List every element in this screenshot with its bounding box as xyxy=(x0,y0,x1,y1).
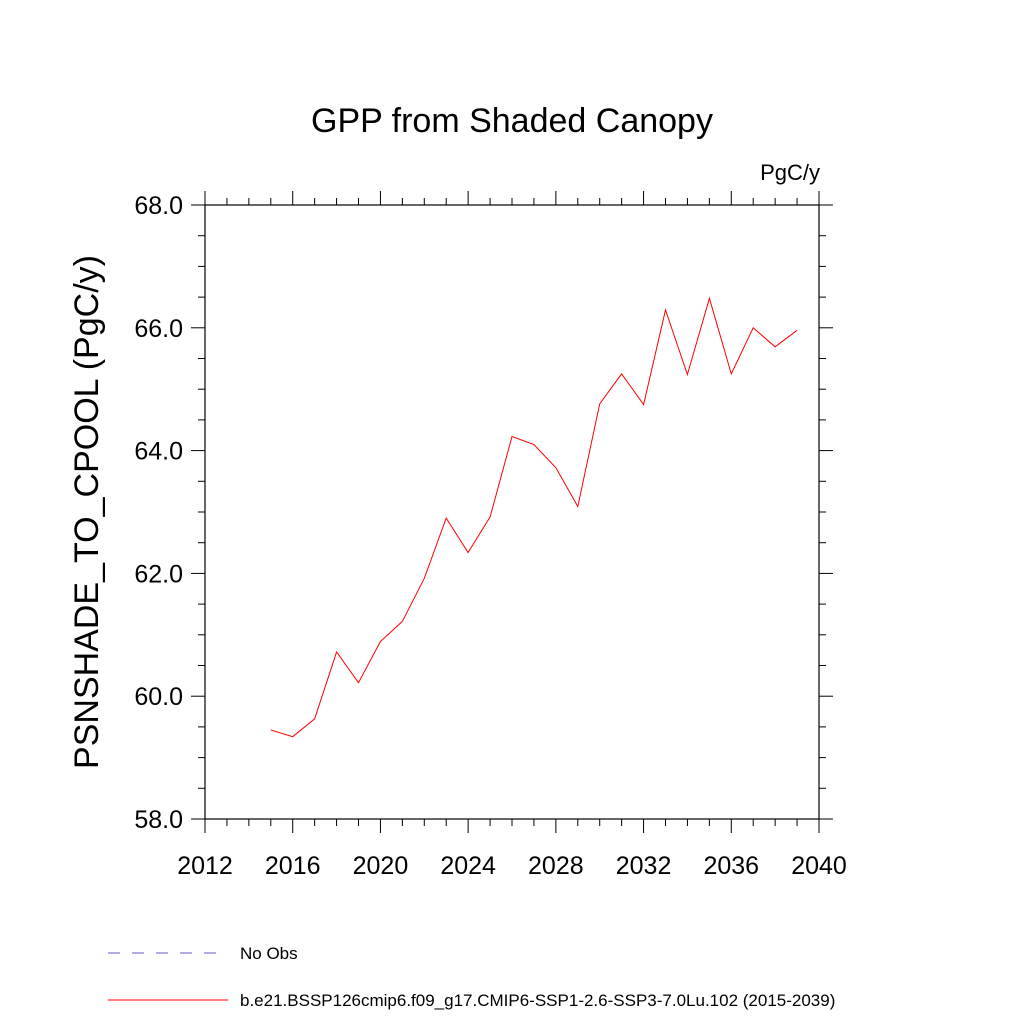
legend-label-series: b.e21.BSSP126cmip6.f09_g17.CMIP6-SSP1-2.… xyxy=(240,991,835,1010)
units-label: PgC/y xyxy=(760,160,820,185)
axis-ticks xyxy=(191,191,833,833)
plot-frame xyxy=(204,204,820,820)
y-tick-label: 68.0 xyxy=(134,192,183,220)
y-tick-label: 64.0 xyxy=(134,438,183,466)
x-tick-label: 2012 xyxy=(177,852,233,880)
x-tick-label: 2036 xyxy=(703,852,759,880)
tick-labels: 2012 2016 2020 2024 2028 2032 2036 2040 58.0 60.0… xyxy=(134,192,846,880)
x-tick-label: 2028 xyxy=(528,852,584,880)
x-tick-label: 2020 xyxy=(353,852,409,880)
legend-label-no-obs: No Obs xyxy=(240,944,298,963)
y-tick-label: 58.0 xyxy=(134,806,183,834)
y-tick-label: 62.0 xyxy=(134,560,183,588)
y-tick-label: 60.0 xyxy=(134,683,183,711)
y-axis-label: PSNSHADE_TO_CPOOL (PgC/y) xyxy=(68,255,106,769)
legend: No Obs b.e21.BSSP126cmip6.f09_g17.CMIP6-… xyxy=(108,944,835,1010)
x-tick-label: 2024 xyxy=(440,852,496,880)
series-line xyxy=(270,296,798,738)
x-tick-label: 2032 xyxy=(616,852,672,880)
x-tick-label: 2016 xyxy=(265,852,321,880)
series-group xyxy=(270,296,798,738)
chart-title: GPP from Shaded Canopy xyxy=(311,102,713,140)
y-tick-label: 66.0 xyxy=(134,315,183,343)
x-tick-label: 2040 xyxy=(791,852,847,880)
